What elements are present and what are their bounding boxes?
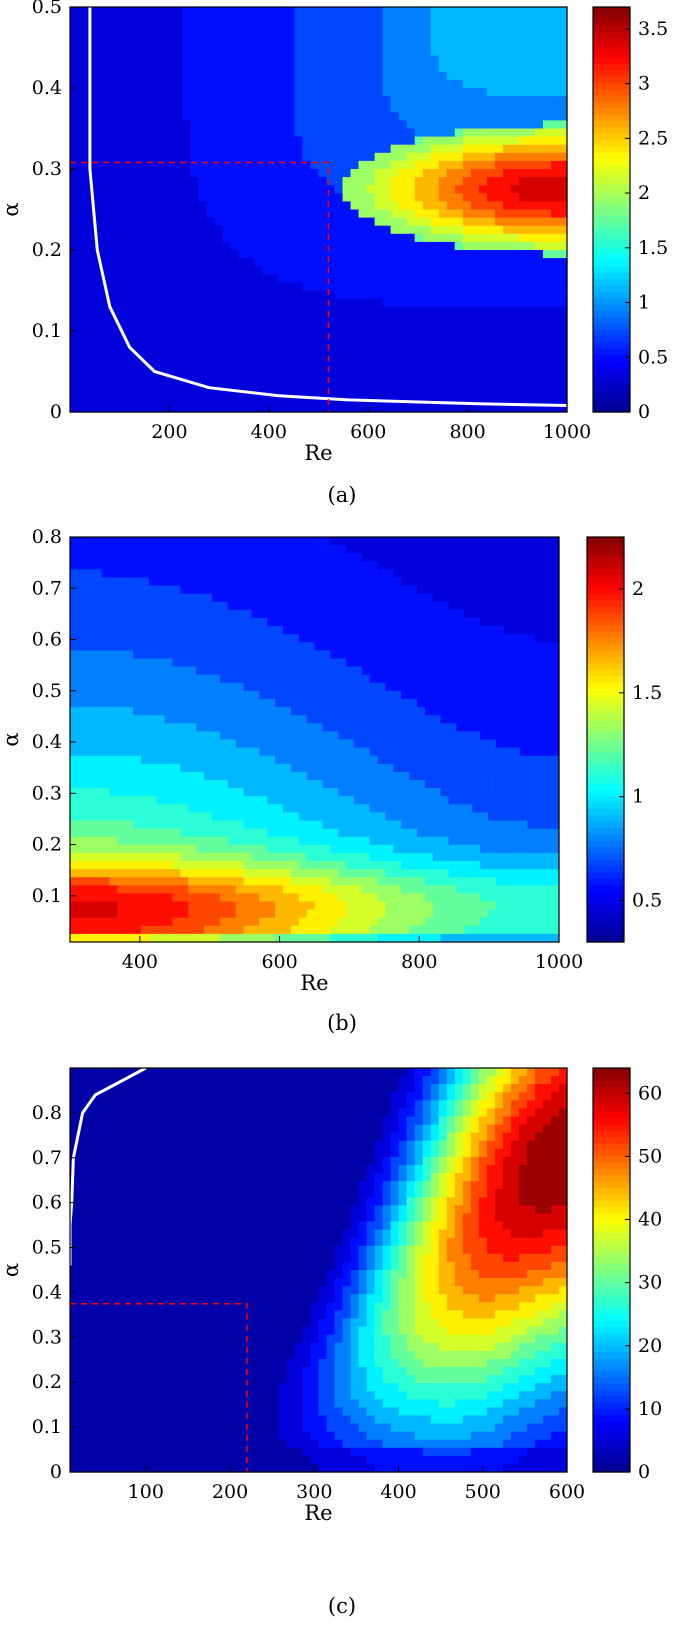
y-tick-label: 0.3 [32, 1326, 62, 1348]
colorbar-tick-label: 2.5 [638, 127, 668, 149]
y-tick-label: 0.4 [32, 1281, 62, 1303]
y-tick-label: 0.1 [32, 885, 62, 907]
y-tick-label: 0.5 [32, 1237, 62, 1259]
colorbar-tick-label: 50 [638, 1145, 662, 1167]
y-axis-label: α [0, 202, 23, 216]
colorbar-tick-label: 1 [632, 786, 644, 808]
y-tick-label: 0.7 [32, 1147, 62, 1169]
x-tick-label: 500 [465, 1481, 501, 1503]
y-tick-label: 0.4 [32, 77, 62, 99]
contour-field [70, 537, 560, 943]
colorbar-tick-label: 0.5 [632, 889, 662, 911]
x-axis-label: Re [300, 971, 328, 995]
panel-a: 200 400 600 800 1000 0 0.1 0.2 0.3 0.4 0.5 Re α 0 0.5 1… [0, 0, 668, 507]
x-tick-label: 300 [296, 1481, 332, 1503]
y-tick-label: 0.2 [32, 1371, 62, 1393]
panel-caption: (c) [328, 1594, 356, 1618]
panel-caption: (b) [327, 1011, 357, 1035]
x-tick-label: 600 [549, 1481, 585, 1503]
contour-field [70, 7, 568, 413]
colorbar-tick-label: 20 [638, 1335, 662, 1357]
y-tick-label: 0.5 [32, 0, 62, 18]
x-tick-label: 200 [151, 421, 187, 443]
panel-caption: (a) [328, 483, 357, 507]
x-tick-label: 800 [449, 421, 485, 443]
y-tick-label: 0.2 [32, 834, 62, 856]
x-axis-label: Re [304, 441, 332, 465]
plot-frame [69, 6, 568, 413]
y-tick-label: 0 [50, 1461, 62, 1483]
colorbar-tick-label: 0 [638, 401, 650, 423]
colorbar-tick-label: 0.5 [638, 346, 668, 368]
neutral-curve [88, 7, 568, 407]
y-tick-label: 0.1 [32, 1416, 62, 1438]
y-tick-label: 0.6 [32, 1192, 62, 1214]
plot-frame [69, 1067, 568, 1473]
critical-point-marker [70, 161, 330, 412]
colorbar-tick-label: 2 [638, 182, 650, 204]
x-tick-label: 400 [380, 1481, 416, 1503]
contour-field [70, 1068, 568, 1473]
x-tick-label: 600 [350, 421, 386, 443]
y-tick-label: 0.8 [32, 1102, 62, 1124]
y-tick-label: 0.3 [32, 782, 62, 804]
y-tick-label: 0.8 [32, 526, 62, 548]
x-tick-label: 1000 [543, 421, 591, 443]
colorbar-tick-label: 3 [638, 73, 650, 95]
x-tick-label: 200 [212, 1481, 248, 1503]
x-tick-label: 1000 [535, 951, 583, 973]
y-tick-label: 0.6 [32, 629, 62, 651]
colorbar-tick-label: 3.5 [638, 18, 668, 40]
y-axis-label: α [0, 1263, 23, 1277]
x-tick-label: 100 [128, 1481, 164, 1503]
colorbar-tick-label: 40 [638, 1209, 662, 1231]
colorbar: 0 10 20 30 40 50 60 [592, 1067, 662, 1483]
panel-c: 100 200 300 400 500 60000.10.20.30.40.50.60.7… [0, 1066, 662, 1618]
plot-frame [69, 536, 560, 943]
x-tick-label: 400 [122, 951, 158, 973]
y-tick-label: 0.5 [32, 680, 62, 702]
x-tick-label: 600 [261, 951, 297, 973]
colorbar-tick-label: 1.5 [632, 682, 662, 704]
colorbar-tick-label: 0 [638, 1461, 650, 1483]
colorbar-tick-label: 10 [638, 1398, 662, 1420]
y-tick-label: 0.3 [32, 158, 62, 180]
x-axis-label: Re [304, 1501, 332, 1525]
colorbar-tick-label: 60 [638, 1082, 662, 1104]
y-tick-label: 0 [50, 401, 62, 423]
colorbar-tick-label: 30 [638, 1272, 662, 1294]
x-tick-label: 800 [401, 951, 437, 973]
y-tick-label: 0.1 [32, 320, 62, 342]
colorbar: 0 0.5 1 1.5 2 2.5 3 3.5 [592, 6, 668, 423]
y-tick-label: 0.4 [32, 731, 62, 753]
y-axis-label: α [0, 732, 23, 746]
critical-point-marker [70, 1302, 248, 1472]
panel-b: 400 600 800 1000 0.1 0.2 0.3 0.4 0.5 0.6 0.7 0.8 Re α… [0, 526, 662, 1035]
colorbar-tick-label: 1.5 [638, 237, 668, 259]
colorbar-tick-label: 2 [632, 578, 644, 600]
y-tick-label: 0.2 [32, 239, 62, 261]
x-tick-label: 400 [251, 421, 287, 443]
colorbar-tick-label: 1 [638, 292, 650, 314]
colorbar: 0.5 1 1.5 2 [586, 536, 662, 943]
y-tick-label: 0.7 [32, 577, 62, 599]
